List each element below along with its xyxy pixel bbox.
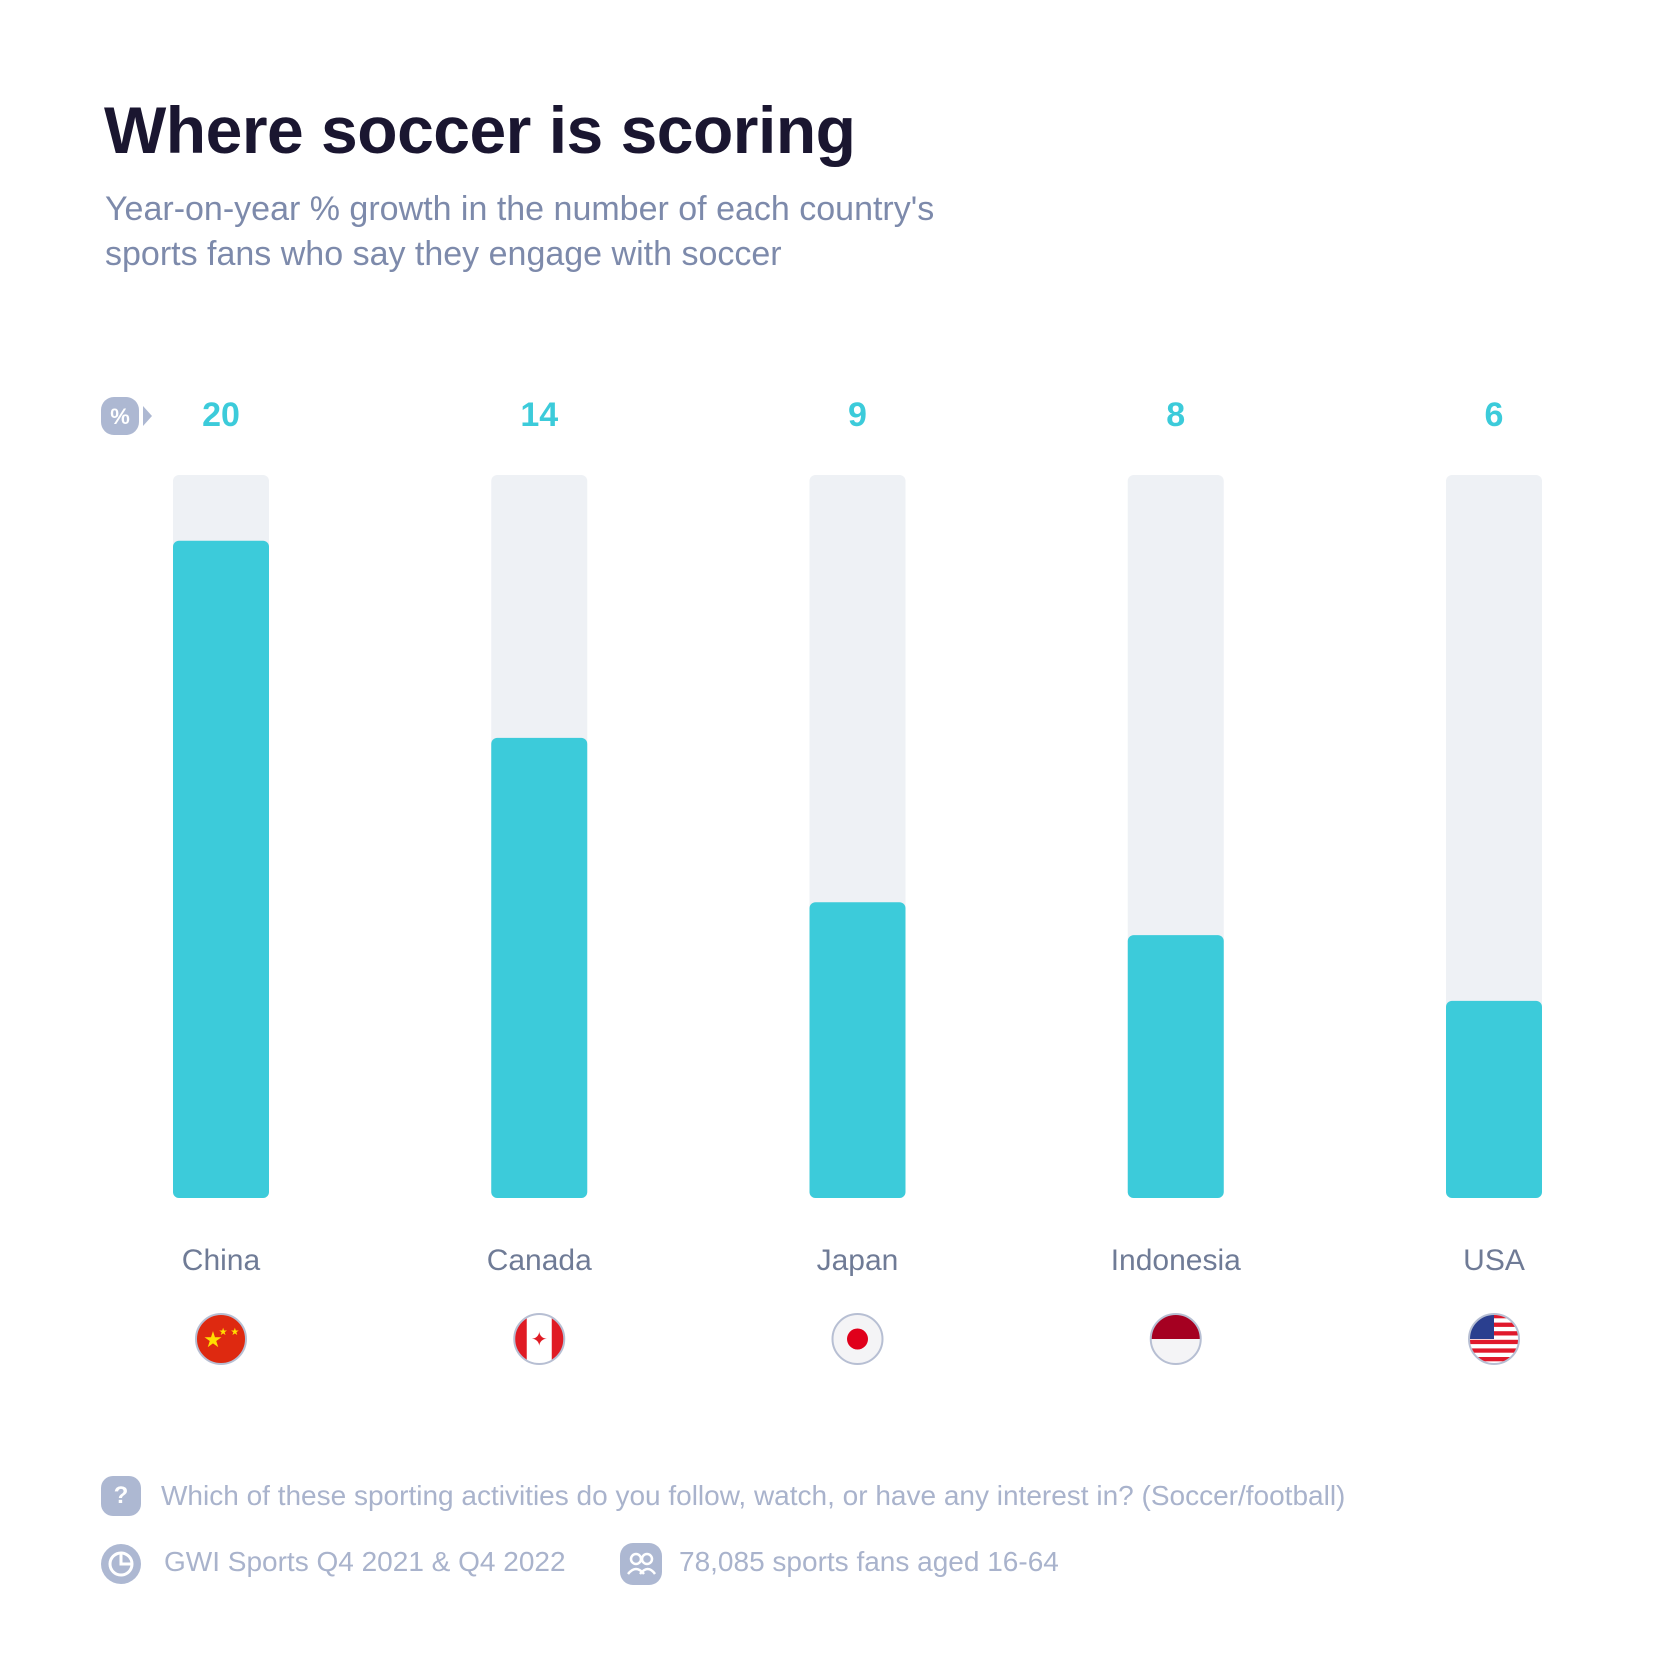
sample-text: 78,085 sports fans aged 16-64 — [679, 1546, 1059, 1577]
category-label: USA — [1463, 1244, 1525, 1277]
indonesia-flag-icon — [1149, 1313, 1202, 1365]
canada-flag-icon: ✦ — [513, 1313, 566, 1365]
china-flag-icon: ★★ ★ — [195, 1313, 247, 1365]
bar-canada — [491, 737, 588, 1198]
bar-chart: % 20 China ★★ ★ 14 Canada ✦ 9 Japan 8 Indonesia 6 U… — [101, 396, 1542, 1365]
chart-title: Where soccer is scoring — [104, 93, 856, 167]
bar-china — [173, 540, 269, 1198]
svg-text:★: ★ — [203, 1327, 223, 1352]
japan-flag-icon — [831, 1313, 884, 1365]
bar-usa — [1446, 1000, 1542, 1198]
svg-text:%: % — [110, 404, 130, 429]
category-label: Japan — [817, 1244, 899, 1277]
chart-subtitle-line-2: sports fans who say they engage with soc… — [105, 235, 782, 273]
svg-text:✦: ✦ — [531, 1329, 548, 1351]
percent-unit-icon: % — [101, 397, 152, 435]
audience-icon — [620, 1543, 662, 1585]
svg-text:★ ★: ★ ★ — [219, 1327, 240, 1338]
source-text: GWI Sports Q4 2021 & Q4 2022 — [164, 1546, 566, 1577]
usa-flag-icon — [1468, 1313, 1520, 1365]
bar-japan — [809, 902, 906, 1198]
value-label: 14 — [520, 396, 558, 434]
source-icon — [101, 1544, 141, 1584]
category-label: Canada — [487, 1244, 592, 1277]
bar-indonesia — [1127, 935, 1224, 1198]
chart-subtitle-line-1: Year-on-year % growth in the number of e… — [105, 190, 935, 228]
category-label: Indonesia — [1111, 1244, 1241, 1277]
value-label: 8 — [1166, 396, 1185, 434]
value-label: 6 — [1485, 396, 1504, 434]
value-label: 9 — [848, 396, 867, 434]
question-icon: ? — [101, 1476, 141, 1516]
category-label: China — [182, 1244, 261, 1277]
value-label: 20 — [202, 396, 240, 434]
question-text: Which of these sporting activities do yo… — [161, 1480, 1346, 1511]
